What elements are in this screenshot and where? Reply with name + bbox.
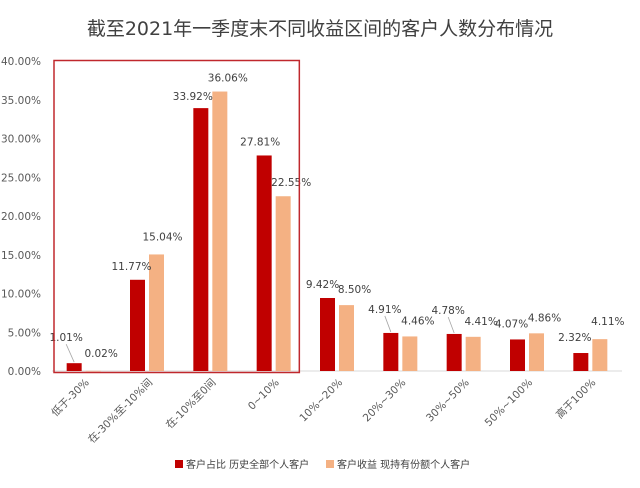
- highlight-group: [53, 59, 301, 374]
- x-axis: 低于-30%在-30%至-10%间 在-10%至0间 0~10% 10%~20% 20%…: [49, 376, 599, 446]
- x-category-label: 30%~50%: [424, 377, 472, 425]
- bar-series-1: [446, 333, 462, 371]
- x-category-label: 50%~100%: [483, 377, 535, 429]
- highlight-box: [53, 59, 301, 374]
- y-axis: 0.00% 5.00% 10.00% 15.00% 20.00% 25.00% 30.00%…: [1, 56, 622, 378]
- data-label-series-1: 1.01%: [49, 332, 82, 344]
- label-leader-line: [65, 344, 75, 363]
- bar-series-2: [275, 196, 291, 371]
- legend: 客户占比 历史全部个人客户 客户收益 现持有份额个人客户: [175, 458, 470, 471]
- bars-group: [66, 91, 608, 372]
- data-label-series-2: 22.55%: [271, 177, 311, 189]
- bar-series-1: [320, 297, 335, 371]
- bar-series-2: [592, 339, 608, 371]
- data-label-series-1: 2.32%: [558, 332, 591, 344]
- bar-series-1: [383, 332, 399, 371]
- y-tick-label: 0.00%: [8, 366, 41, 378]
- y-tick-label: 25.00%: [1, 172, 41, 184]
- data-label-series-2: 8.50%: [338, 284, 371, 296]
- x-category-label: 在-30%至-10%间: [85, 376, 155, 446]
- data-label-series-2: 4.46%: [401, 315, 434, 327]
- data-label-series-1: 4.07%: [495, 318, 528, 330]
- x-category-label: 10%~20%: [297, 377, 345, 425]
- bar-series-2: [85, 370, 101, 372]
- x-category-label: 20%~30%: [361, 377, 409, 425]
- legend-label-series-1: 客户占比 历史全部个人客户: [186, 458, 309, 471]
- label-leader-line: [447, 316, 455, 334]
- bar-series-1: [256, 155, 272, 371]
- chart-title: 截至2021年一季度末不同收益区间的客户人数分布情况: [87, 18, 553, 40]
- y-tick-label: 15.00%: [1, 250, 41, 262]
- data-label-series-2: 36.06%: [208, 73, 248, 85]
- bar-series-1: [193, 108, 209, 372]
- y-tick-label: 20.00%: [1, 211, 41, 223]
- data-label-series-1: 9.42%: [306, 279, 339, 291]
- y-tick-label: 40.00%: [1, 56, 41, 68]
- data-label-series-2: 0.02%: [84, 348, 117, 360]
- data-labels-group: 1.01%0.02% 11.77% 15.04% 33.92% 36.06% 27.81%…: [49, 73, 625, 363]
- data-label-series-2: 4.41%: [464, 316, 497, 328]
- legend-swatch-series-2: [326, 460, 334, 468]
- data-label-series-1: 27.81%: [240, 136, 280, 148]
- bar-series-2: [465, 336, 481, 371]
- label-leader-line: [384, 315, 392, 333]
- legend-label-series-2: 客户收益 现持有份额个人客户: [337, 458, 470, 471]
- x-category-label: 高于100%: [553, 376, 598, 421]
- x-category-label: 低于-30%: [49, 376, 92, 419]
- data-label-series-1: 4.78%: [431, 305, 464, 317]
- y-tick-label: 10.00%: [1, 289, 41, 301]
- bar-series-1: [573, 353, 589, 371]
- y-tick-label: 35.00%: [1, 95, 41, 107]
- y-tick-label: 5.00%: [8, 327, 41, 339]
- bar-series-2: [212, 91, 228, 371]
- data-label-series-2: 15.04%: [142, 231, 182, 243]
- bar-series-1: [66, 363, 82, 371]
- x-category-label: 0~10%: [246, 377, 282, 413]
- y-tick-label: 30.00%: [1, 134, 41, 146]
- data-label-series-2: 4.86%: [528, 312, 561, 324]
- x-category-label: 在-10%至0间: [163, 376, 218, 431]
- bar-series-1: [510, 339, 525, 371]
- bar-series-1: [130, 279, 145, 371]
- bar-series-2: [149, 254, 164, 371]
- bar-series-2: [402, 336, 418, 371]
- bar-series-2: [339, 305, 354, 371]
- data-label-series-1: 4.91%: [368, 304, 401, 316]
- data-label-series-2: 4.11%: [591, 316, 624, 328]
- data-label-series-1: 33.92%: [173, 91, 213, 103]
- data-label-series-1: 11.77%: [111, 261, 151, 273]
- bar-series-2: [529, 333, 544, 371]
- legend-swatch-series-1: [175, 460, 183, 468]
